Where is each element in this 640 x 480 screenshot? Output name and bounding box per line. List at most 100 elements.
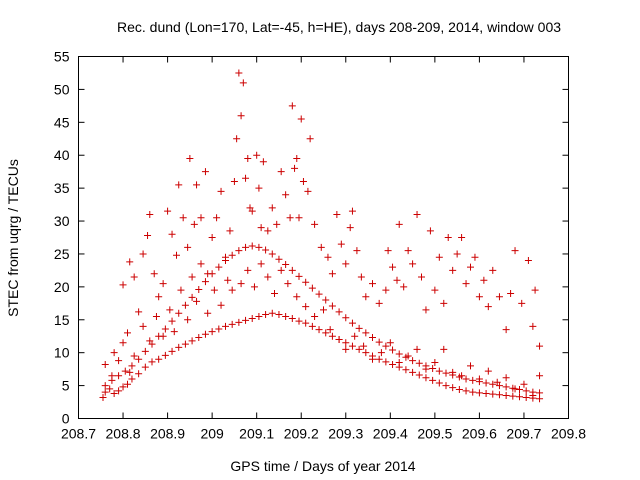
plot-frame	[78, 56, 569, 419]
data-point	[484, 367, 492, 375]
data-point	[170, 328, 178, 336]
data-point	[248, 314, 256, 322]
data-point	[502, 374, 510, 382]
data-point	[402, 366, 410, 374]
data-point	[335, 336, 343, 344]
data-point	[482, 389, 490, 397]
data-point	[453, 250, 461, 258]
data-point	[161, 325, 169, 333]
data-point	[311, 312, 319, 320]
data-point	[415, 371, 423, 379]
data-point	[484, 303, 492, 311]
data-point	[215, 263, 223, 271]
data-point	[291, 164, 299, 172]
data-point	[175, 343, 183, 351]
data-point	[415, 359, 423, 367]
data-point	[409, 260, 417, 268]
data-point	[369, 334, 376, 342]
data-point	[115, 357, 123, 365]
data-point	[489, 266, 497, 274]
data-point	[204, 270, 212, 278]
data-point	[393, 276, 401, 284]
x-axis-label: GPS time / Days of year 2014	[230, 458, 415, 474]
data-point	[217, 301, 225, 309]
data-point	[395, 220, 403, 228]
data-point	[188, 337, 196, 345]
data-point	[511, 385, 519, 393]
data-point	[242, 316, 250, 324]
data-point	[302, 319, 310, 327]
data-point	[141, 363, 149, 371]
data-point	[369, 355, 376, 363]
data-point	[455, 386, 463, 394]
data-point	[179, 214, 187, 222]
data-point	[128, 362, 136, 370]
data-point	[384, 247, 392, 255]
data-point	[389, 361, 397, 369]
data-point	[429, 376, 437, 384]
data-point	[404, 352, 412, 360]
data-point	[502, 326, 510, 334]
y-tick-label: 45	[54, 114, 70, 130]
data-point	[235, 69, 243, 77]
data-point	[101, 382, 109, 390]
data-point	[224, 276, 232, 284]
data-point	[271, 289, 278, 297]
data-point	[175, 309, 183, 317]
data-point	[516, 386, 523, 394]
data-point	[135, 308, 143, 316]
data-point	[529, 391, 537, 399]
data-point	[197, 260, 205, 268]
data-point	[346, 224, 354, 232]
data-point	[422, 374, 430, 382]
data-point	[282, 260, 290, 268]
data-point	[475, 375, 483, 383]
y-tick-label: 40	[54, 147, 70, 163]
data-point	[255, 184, 263, 192]
data-point	[308, 322, 316, 330]
x-tick-label: 208.9	[150, 426, 185, 442]
data-point	[208, 328, 216, 336]
y-tick-label: 25	[54, 246, 70, 262]
data-point	[275, 255, 283, 263]
data-point	[386, 339, 394, 347]
data-point	[389, 346, 397, 354]
data-point	[471, 253, 479, 261]
data-point	[173, 251, 180, 259]
data-point	[431, 359, 439, 367]
data-point	[101, 388, 109, 396]
data-point	[208, 234, 216, 241]
data-point	[184, 243, 192, 251]
data-point	[395, 359, 403, 367]
y-tick-label: 10	[54, 345, 70, 361]
data-point	[164, 207, 172, 215]
data-point	[295, 317, 303, 325]
data-point	[193, 181, 201, 189]
data-point	[124, 329, 131, 337]
data-point	[511, 247, 519, 255]
data-point	[322, 329, 330, 337]
data-point	[119, 383, 127, 391]
data-point	[489, 390, 497, 398]
x-tick-label: 209.6	[462, 426, 497, 442]
data-point	[159, 332, 167, 340]
data-point	[493, 378, 501, 386]
data-point	[355, 324, 363, 332]
data-point	[355, 345, 363, 353]
chart-title: Rec. dund (Lon=170, Lat=-45, h=HE), days…	[117, 19, 561, 35]
data-point	[288, 314, 296, 322]
data-point	[311, 220, 319, 228]
data-point	[159, 280, 167, 288]
data-point	[190, 220, 198, 228]
x-tick-label: 209.4	[373, 426, 408, 442]
data-point	[242, 243, 250, 251]
data-point	[284, 280, 292, 288]
data-point	[502, 391, 510, 399]
data-point	[168, 230, 176, 238]
data-point	[257, 224, 265, 232]
data-point	[342, 314, 350, 322]
data-point	[458, 372, 466, 380]
data-point	[275, 311, 283, 319]
data-point	[204, 309, 212, 317]
data-point	[440, 345, 448, 353]
